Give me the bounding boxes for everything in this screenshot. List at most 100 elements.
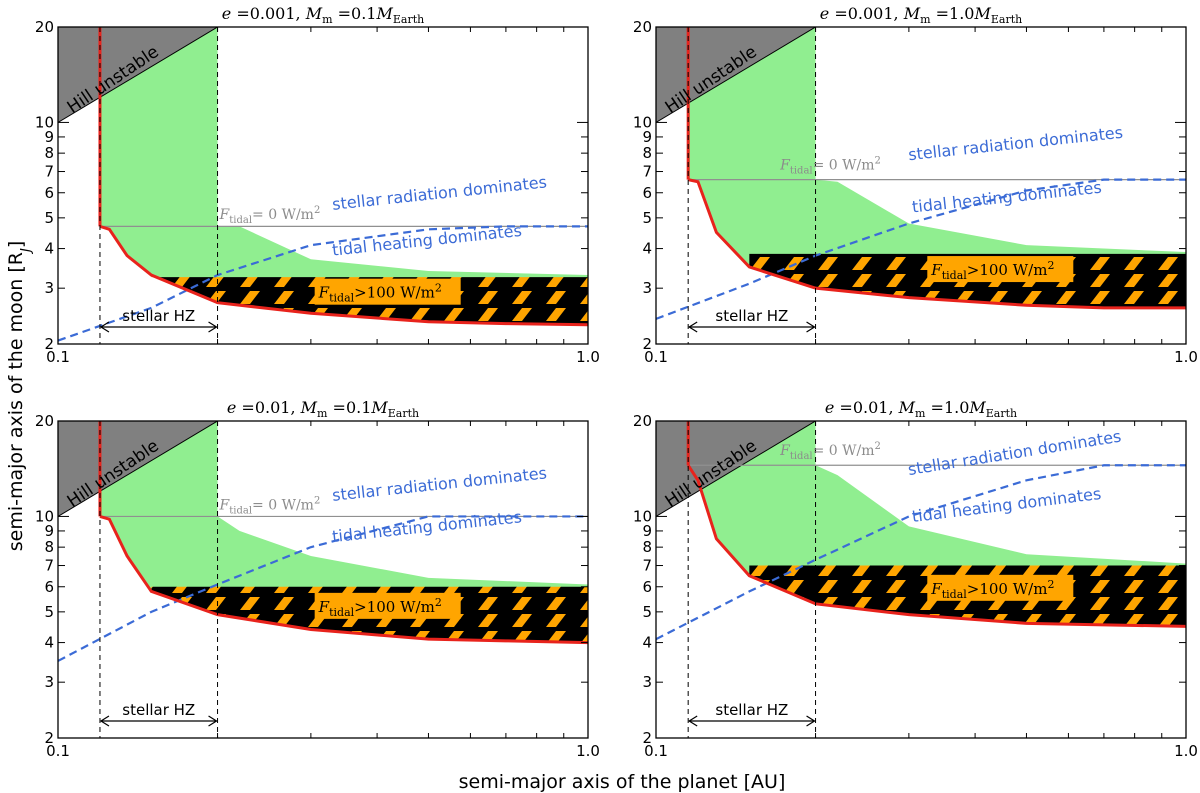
y-tick-label: 10: [35, 507, 54, 525]
ftidal-100-label: Ftidal>100 W/m2: [930, 578, 1054, 601]
y-tick-label: 4: [44, 240, 54, 258]
x-tick-label: 1.0: [576, 348, 600, 366]
hill-unstable-region: [656, 421, 817, 518]
plot-area: [58, 421, 588, 738]
y-tick-label: 2: [642, 335, 652, 353]
y-tick-label: 6: [44, 578, 54, 596]
ftidal-100-box: [314, 592, 461, 619]
y-tick-label: 10: [633, 507, 652, 525]
hill-unstable-region: [58, 27, 219, 124]
y-tick-label: 5: [642, 209, 652, 227]
y-tick-label: 3: [642, 279, 652, 297]
y-tick-label: 20: [633, 412, 652, 430]
y-tick-label: 2: [44, 729, 54, 747]
y-tick-label: 9: [642, 522, 652, 540]
x-axis-title: semi-major axis of the planet [AU]: [459, 771, 786, 793]
y-tick-label: 6: [642, 184, 652, 202]
y-tick-label: 6: [44, 184, 54, 202]
hz-label: stellar HZ: [715, 701, 788, 719]
y-tick-label: 3: [44, 673, 54, 691]
y-tick-label: 9: [642, 128, 652, 146]
y-axis-title: semi-major axis of the moon [RJ]: [5, 241, 34, 552]
ftidal-zero-label: Ftidal= 0 W/m2: [219, 496, 321, 517]
y-tick-label: 20: [35, 412, 54, 430]
x-tick-label: 0.1: [46, 742, 70, 760]
stellar-dominates-label: stellar radiation dominates: [907, 427, 1123, 480]
hz-label: stellar HZ: [122, 307, 195, 325]
ftidal-zero-label: Ftidal= 0 W/m2: [779, 441, 881, 462]
tidal-dominates-label: tidal heating dominates: [911, 484, 1102, 526]
stability-limit-curve: [99, 224, 588, 327]
y-tick-label: 10: [633, 113, 652, 131]
y-tick-label: 5: [642, 603, 652, 621]
hz-arrow-head-left: [688, 321, 698, 333]
y-tick-label: 5: [44, 603, 54, 621]
y-tick-label: 20: [633, 18, 652, 36]
x-tick-label: 1.0: [1174, 742, 1198, 760]
y-tick-label: 10: [35, 113, 54, 131]
hz-arrow-head-right: [208, 321, 218, 333]
ftidal-zero-label: Ftidal= 0 W/m2: [779, 156, 881, 177]
panel-title: e =0.01, Mm =0.1MEarth: [227, 398, 419, 420]
y-tick-label: 4: [642, 240, 652, 258]
y-tick-label: 8: [642, 144, 652, 162]
y-tick-label: 5: [44, 209, 54, 227]
y-tick-label: 4: [44, 634, 54, 652]
crossover-curve: [58, 225, 588, 342]
plot-frame: [57, 26, 589, 345]
y-tick-label: 8: [44, 144, 54, 162]
hz-arrow-head-left: [688, 715, 698, 727]
stellar-dominates-label: stellar radiation dominates: [907, 123, 1124, 164]
ftidal-100-box: [927, 574, 1074, 601]
stellar-dominates-label: stellar radiation dominates: [331, 172, 548, 213]
y-tick-label: 2: [44, 335, 54, 353]
hz-arrow-head-right: [208, 715, 218, 727]
crossover-curve: [656, 464, 1186, 641]
ftidal-100-label: Ftidal>100 W/m2: [318, 596, 442, 619]
x-tick-label: 0.1: [644, 742, 668, 760]
y-tick-label: 8: [642, 538, 652, 556]
hz-label: stellar HZ: [715, 307, 788, 325]
plot-frame: [57, 420, 589, 739]
y-tick-label: 7: [44, 163, 54, 181]
ftidal-100-label: Ftidal>100 W/m2: [318, 282, 442, 305]
x-tick-label: 0.1: [46, 348, 70, 366]
hz-label: stellar HZ: [122, 701, 195, 719]
y-tick-label: 9: [44, 128, 54, 146]
crossover-curve: [58, 515, 588, 662]
x-tick-label: 1.0: [1174, 348, 1198, 366]
y-tick-label: 3: [642, 673, 652, 691]
panel-title: e =0.01, Mm =1.0MEarth: [825, 398, 1017, 420]
habitable-region: [99, 27, 588, 325]
hill-unstable-region: [656, 27, 817, 124]
stellar-dominates-label: stellar radiation dominates: [331, 463, 548, 504]
y-tick-label: 8: [44, 538, 54, 556]
y-tick-label: 7: [642, 557, 652, 575]
y-tick-label: 9: [44, 522, 54, 540]
tidal-dominates-label: tidal heating dominates: [911, 178, 1102, 217]
hz-arrow-head-right: [806, 715, 816, 727]
tidal-dominates-label: tidal heating dominates: [331, 507, 522, 546]
plot-frame: [655, 26, 1187, 345]
x-tick-label: 0.1: [644, 348, 668, 366]
plot-frame: [655, 420, 1187, 739]
y-tick-label: 20: [35, 18, 54, 36]
crossover-curve: [656, 178, 1186, 320]
ftidal-zero-label: Ftidal= 0 W/m2: [219, 205, 321, 226]
x-tick-label: 1.0: [576, 742, 600, 760]
hz-arrow-head-left: [99, 715, 110, 727]
y-tick-label: 3: [44, 279, 54, 297]
ftidal-100-label: Ftidal>100 W/m2: [930, 259, 1054, 282]
panel-title: e =0.001, Mm =0.1MEarth: [222, 4, 424, 26]
hz-arrow-head-left: [99, 321, 110, 333]
y-tick-label: 6: [642, 578, 652, 596]
habitable-region: [688, 27, 1186, 308]
ftidal-100-box: [314, 278, 461, 305]
y-tick-label: 4: [642, 634, 652, 652]
panel-title: e =0.001, Mm =1.0MEarth: [820, 4, 1022, 26]
